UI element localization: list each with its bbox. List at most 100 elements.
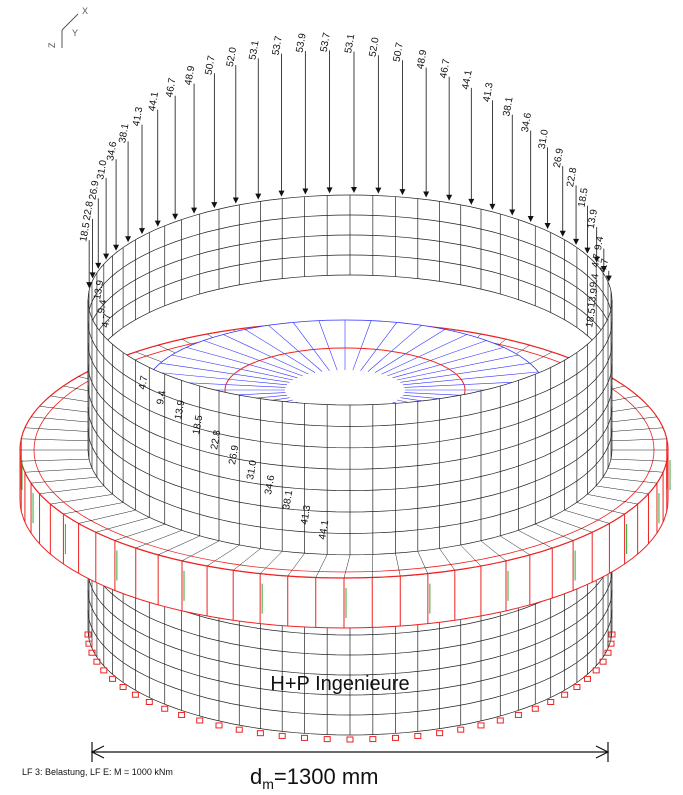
arrow-head <box>528 216 534 222</box>
support <box>370 737 376 742</box>
load-label: 53.1 <box>247 39 261 61</box>
load-label: 52.0 <box>367 36 381 58</box>
mesh <box>20 195 670 742</box>
load-label: 9.4 <box>588 272 601 288</box>
support <box>279 733 285 738</box>
load-label: 31.0 <box>537 128 551 150</box>
caption: LF 3: Belastung, LF E: M = 1000 kNm <box>22 767 173 777</box>
support <box>574 685 580 690</box>
arrow-head <box>351 187 357 193</box>
load-label: 26.9 <box>552 147 566 169</box>
support <box>497 718 503 723</box>
arrow-head <box>103 254 109 260</box>
support <box>392 735 398 740</box>
support <box>478 723 484 728</box>
load-label: 46.7 <box>438 58 452 80</box>
arrow-head <box>139 228 145 234</box>
load-label: 26.9 <box>87 179 101 201</box>
support <box>162 706 168 711</box>
load-label: 34.6 <box>520 112 534 134</box>
dim-value: =1300 mm <box>274 764 379 789</box>
arrow-head <box>211 202 217 208</box>
support <box>324 737 330 742</box>
load-label: 22.8 <box>82 200 96 222</box>
arrow-head <box>446 195 452 201</box>
dim-symbol: d <box>250 764 262 789</box>
load-label: 50.7 <box>203 54 217 76</box>
axis-label: Y <box>72 28 78 38</box>
arrow-head <box>125 236 131 242</box>
arrow-head <box>573 239 579 245</box>
load-label: 52.0 <box>225 46 239 68</box>
support <box>562 692 568 697</box>
support <box>593 668 599 673</box>
arrow-head <box>233 197 239 203</box>
load-label: 13.9 <box>586 208 600 230</box>
support <box>548 699 554 704</box>
arrow-head <box>155 221 161 227</box>
arrow-head <box>560 231 566 237</box>
arrow-head <box>327 187 333 193</box>
load-label: 53.7 <box>319 31 333 53</box>
load-label: 48.9 <box>415 49 429 71</box>
load-label: 4.7 <box>100 312 113 328</box>
arrow-head <box>423 192 429 198</box>
support <box>146 699 152 704</box>
dimension-label: dm=1300 mm <box>250 764 378 792</box>
support <box>120 685 126 690</box>
fe-model-view: 18.522.826.931.034.638.141.344.146.748.9… <box>0 0 683 795</box>
support <box>458 727 464 732</box>
support <box>415 733 421 738</box>
load-label: 53.7 <box>271 35 285 57</box>
arrow-head <box>302 189 308 195</box>
load-label: 34.6 <box>105 140 119 162</box>
load-label: 50.7 <box>392 41 406 63</box>
support <box>584 676 590 681</box>
load-label: 13.9 <box>586 287 600 309</box>
dimension-line <box>92 742 608 762</box>
arrow-head <box>545 223 551 229</box>
load-label: 53.9 <box>294 32 308 54</box>
load-label: 38.1 <box>117 122 131 144</box>
load-label: 53.1 <box>343 33 357 55</box>
support <box>515 712 521 717</box>
load-label: 38.1 <box>501 96 515 118</box>
load-label: 44.1 <box>147 91 161 113</box>
load-label: 22.8 <box>565 166 579 188</box>
support <box>347 737 353 742</box>
arrow-head <box>255 194 261 200</box>
support <box>110 676 116 681</box>
arrow-head <box>375 188 381 194</box>
arrow-head <box>113 245 119 251</box>
support <box>236 727 242 732</box>
support <box>532 706 538 711</box>
support <box>216 723 222 728</box>
load-label: 31.0 <box>95 159 109 181</box>
arrow-head <box>399 189 405 195</box>
support <box>437 731 443 736</box>
load-label: 13.9 <box>92 279 106 301</box>
arrow-head <box>279 191 285 197</box>
load-label: 9.4 <box>96 298 109 314</box>
support <box>132 692 138 697</box>
arrow-head <box>509 210 515 216</box>
axis-label: X <box>82 6 88 16</box>
axis-label: Z <box>47 42 57 48</box>
support <box>179 712 185 717</box>
support <box>302 735 308 740</box>
support <box>197 718 203 723</box>
load-label: 44.1 <box>460 69 474 91</box>
load-label: 41.3 <box>482 81 496 103</box>
load-label: 18.5 <box>78 221 92 243</box>
arrow-head <box>86 282 92 288</box>
arrow-head <box>191 208 197 214</box>
load-label: 18.5 <box>577 187 591 209</box>
load-label: 46.7 <box>164 77 178 99</box>
support <box>257 731 263 736</box>
load-label: 9.4 <box>593 235 606 251</box>
support <box>101 668 107 673</box>
arrow-head <box>90 272 96 278</box>
arrow-head <box>489 204 495 210</box>
watermark: H+P Ingenieure <box>270 673 409 695</box>
arrow-head <box>468 199 474 205</box>
